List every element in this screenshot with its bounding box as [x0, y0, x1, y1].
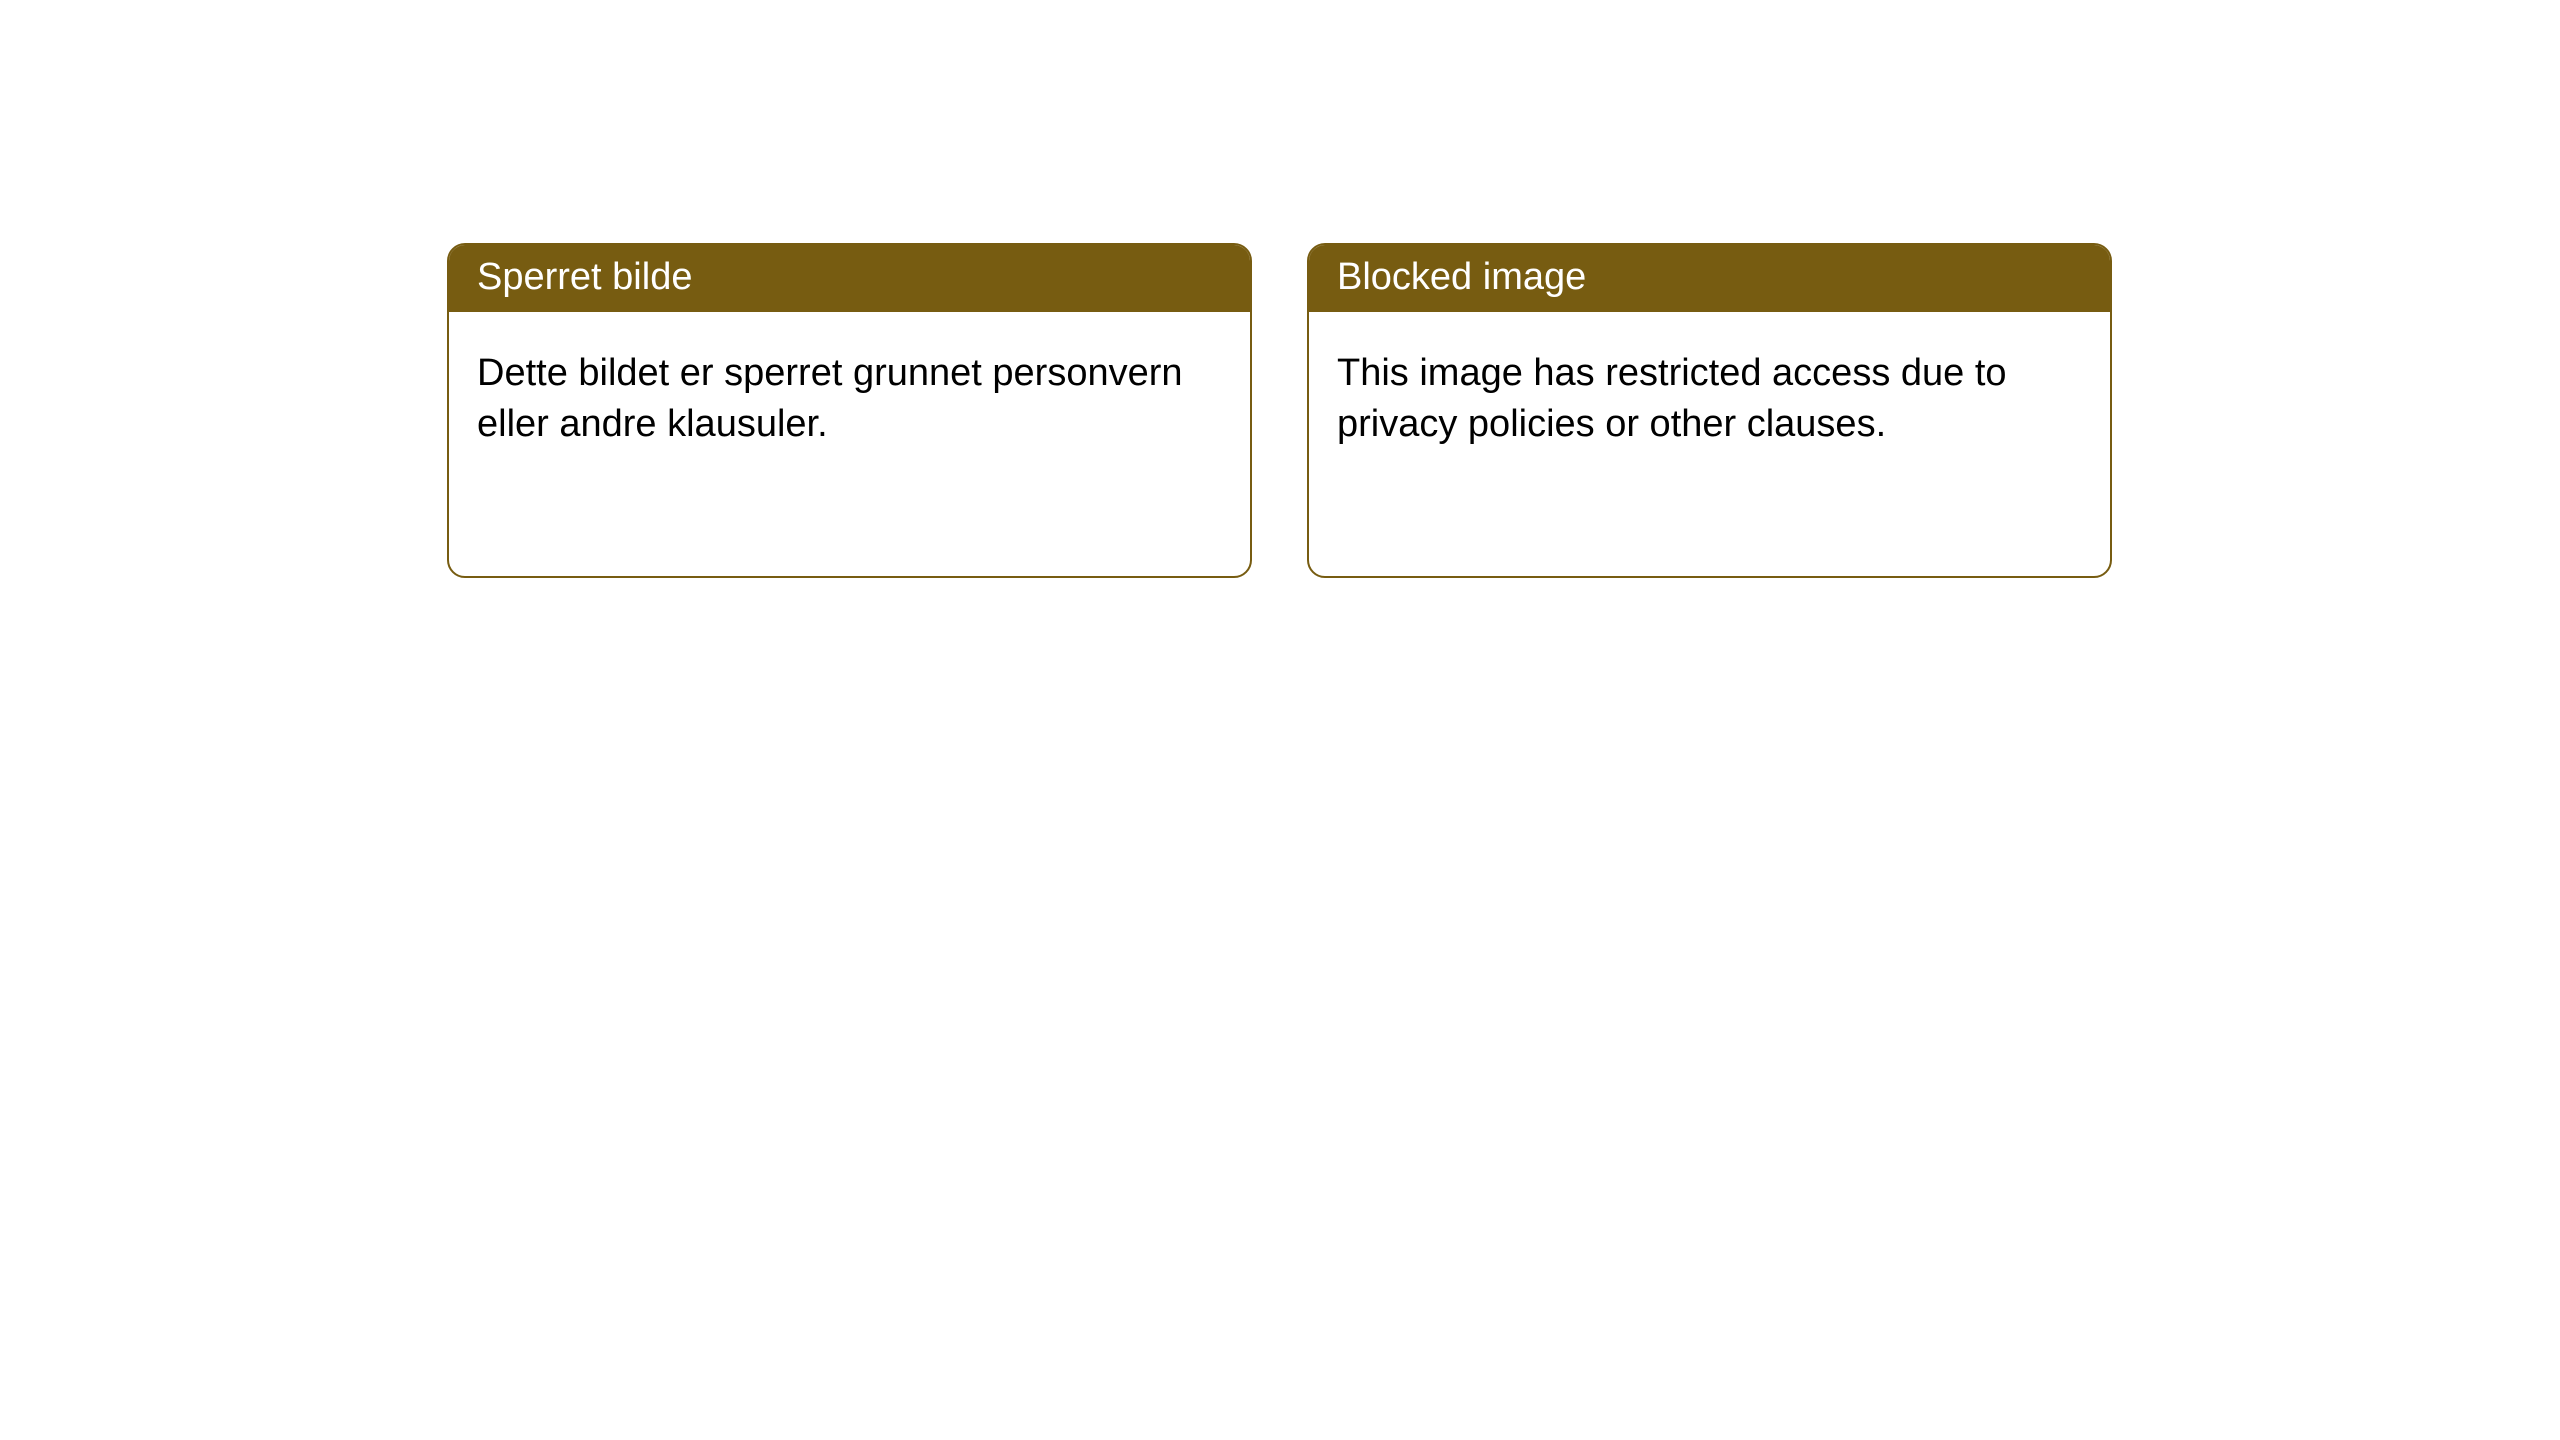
card-header: Blocked image: [1309, 245, 2110, 312]
card-body-text: This image has restricted access due to …: [1337, 352, 2007, 445]
card-body: Dette bildet er sperret grunnet personve…: [449, 312, 1250, 486]
notice-card-norwegian: Sperret bilde Dette bildet er sperret gr…: [447, 243, 1252, 578]
card-body-text: Dette bildet er sperret grunnet personve…: [477, 352, 1183, 445]
card-title: Blocked image: [1337, 256, 1586, 298]
notice-container: Sperret bilde Dette bildet er sperret gr…: [0, 0, 2560, 578]
card-title: Sperret bilde: [477, 256, 692, 298]
card-body: This image has restricted access due to …: [1309, 312, 2110, 486]
notice-card-english: Blocked image This image has restricted …: [1307, 243, 2112, 578]
card-header: Sperret bilde: [449, 245, 1250, 312]
